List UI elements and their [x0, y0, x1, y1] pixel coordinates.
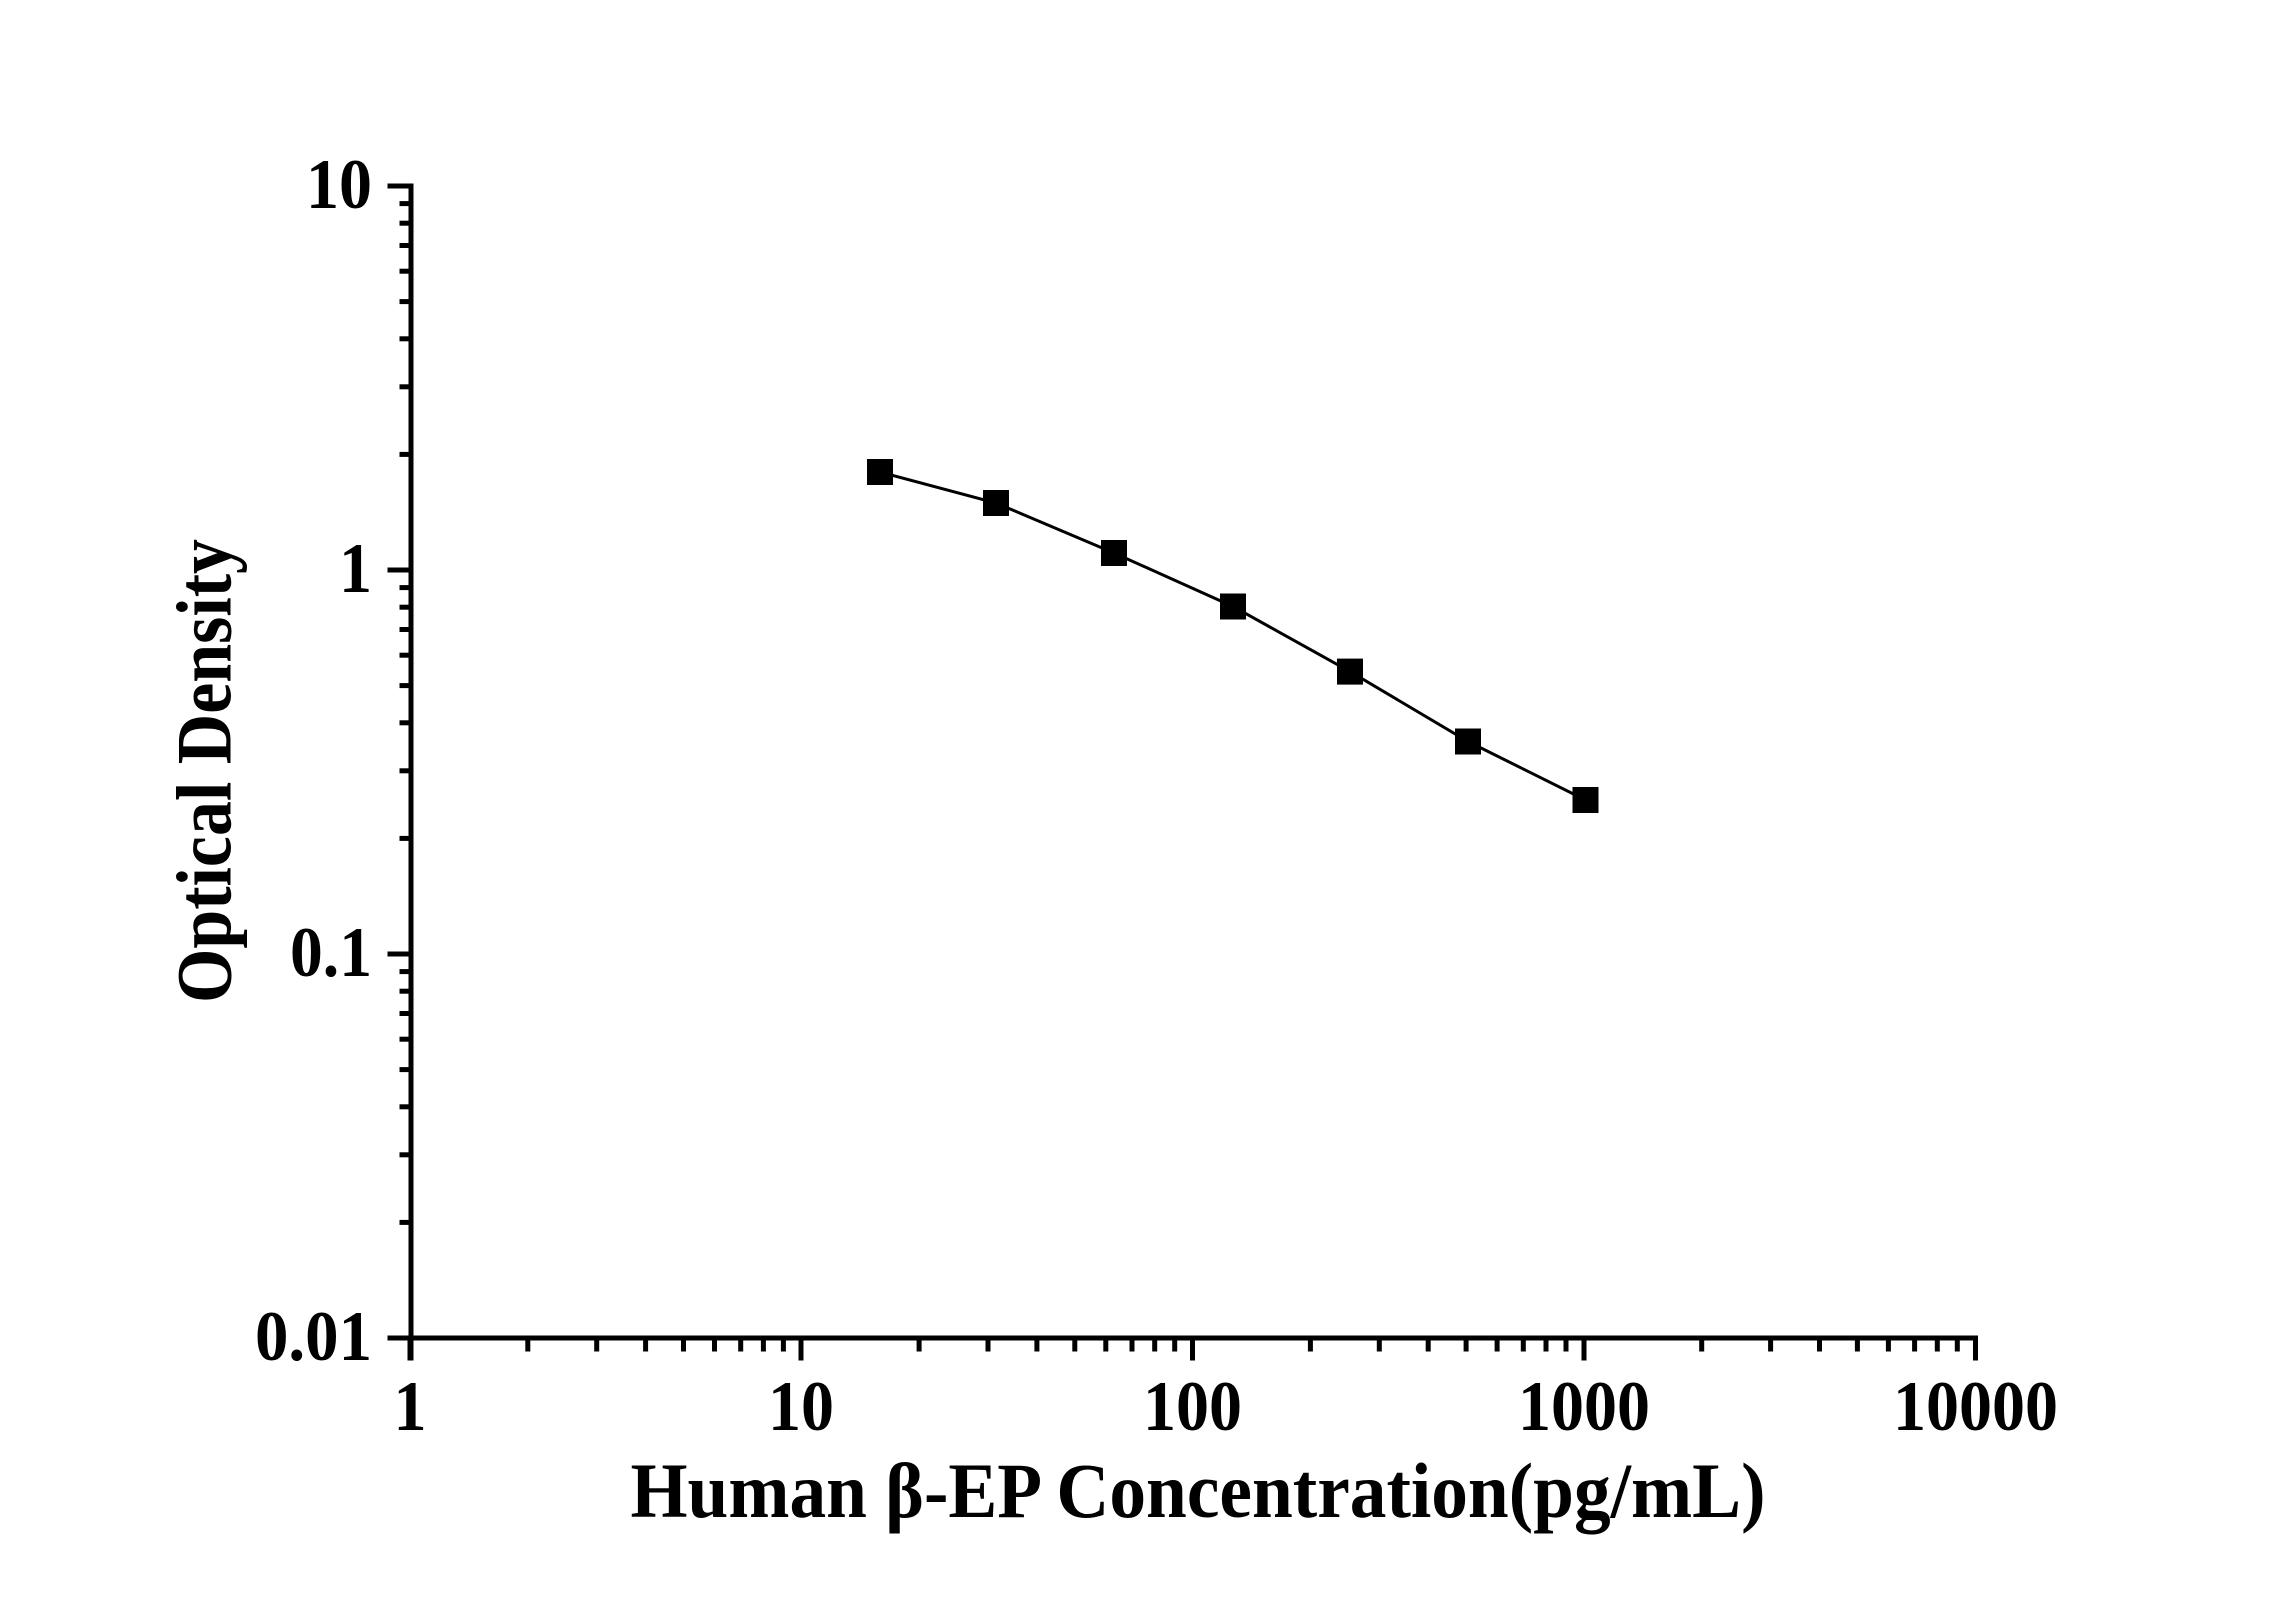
svg-text:100: 100 [1143, 1368, 1242, 1446]
svg-text:0.01: 0.01 [255, 1298, 372, 1376]
svg-text:10: 10 [768, 1368, 834, 1446]
svg-text:Human β-EP Concentration(pg/mL: Human β-EP Concentration(pg/mL) [631, 1447, 1766, 1534]
svg-text:10000: 10000 [1893, 1368, 2058, 1446]
svg-text:0.1: 0.1 [290, 914, 372, 992]
svg-text:1: 1 [339, 530, 372, 608]
svg-text:Optical Density: Optical Density [161, 539, 248, 1003]
svg-text:1000: 1000 [1518, 1368, 1650, 1446]
svg-text:1: 1 [394, 1368, 427, 1446]
svg-text:10: 10 [306, 146, 372, 224]
